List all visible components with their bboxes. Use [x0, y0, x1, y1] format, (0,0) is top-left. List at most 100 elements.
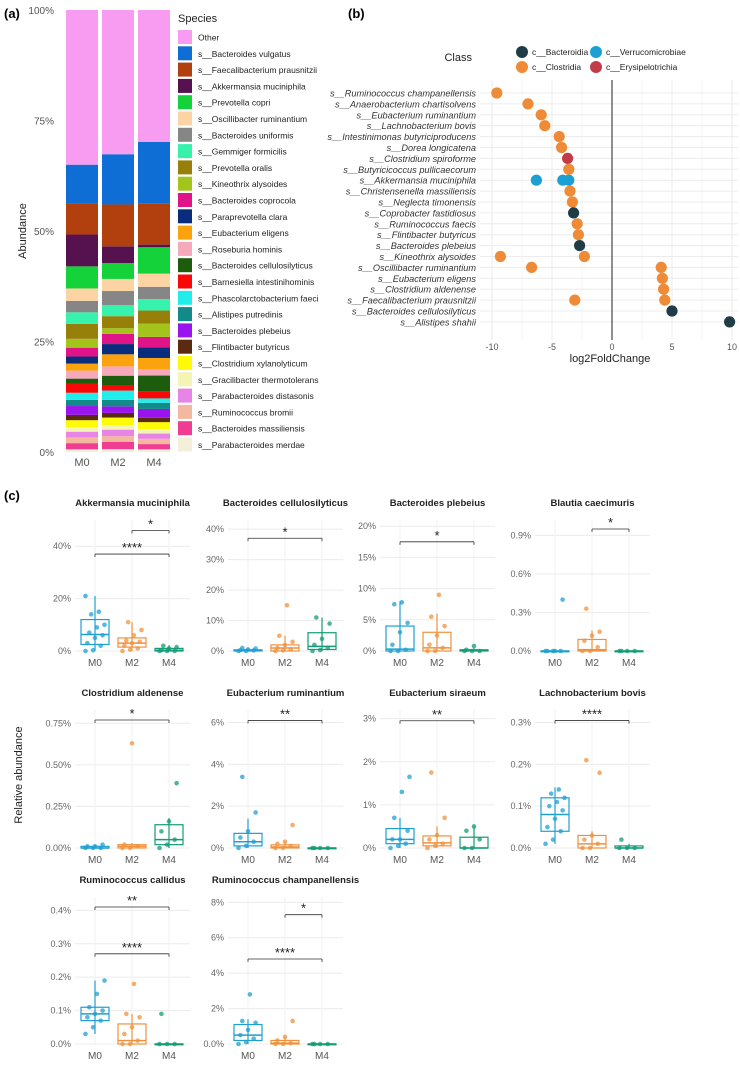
data-point-m0: [399, 789, 405, 795]
x-tick-label-m0: M0: [393, 855, 407, 866]
x-tick-label-m2: M2: [110, 457, 125, 469]
bar-segment-s-parabacteroides-merdae-m2: [102, 449, 134, 452]
x-tick-label-m2: M2: [278, 1051, 292, 1062]
data-point-m4: [174, 780, 179, 786]
significance-label: *: [282, 524, 287, 539]
point-s-dorea-longicatena: [556, 141, 568, 154]
legend-label-s-alistipes-putredinis: s__Alistipes putredinis: [198, 310, 283, 320]
legend-label-c-clostridia: c__Clostridia: [532, 62, 581, 72]
data-point-m2: [429, 614, 434, 619]
x-tick-label-m2: M2: [278, 855, 292, 866]
y-tick-label: 0.0%: [510, 646, 531, 656]
bar-segment-s-akkermansia-muciniphila-m4: [138, 244, 170, 248]
point-s-akkermansia-muciniphila: [563, 174, 575, 186]
legend-swatch-s-prevotella-copri: [178, 95, 192, 110]
data-point-m4: [161, 643, 166, 649]
subplot-title-akkermansia-muciniphila: Akkermansia muciniphila: [75, 498, 190, 509]
x-axis-title: log2FoldChange: [570, 353, 651, 365]
x-tick-label-m4: M4: [315, 658, 329, 669]
bar-segment-s-parabacteroides-distasonis-m4: [138, 433, 170, 439]
data-point-m2: [139, 627, 144, 633]
data-point-m2: [434, 832, 440, 838]
data-point-m2: [124, 1011, 129, 1017]
species-label-s-ruminococcus-champanellensis: s__Ruminococcus champanellensis: [330, 89, 476, 99]
x-tick-label-m0: M0: [393, 658, 407, 669]
data-point-m0: [238, 835, 243, 840]
bar-segment-s-gemmiger-formicilis-m4: [138, 299, 170, 311]
y-tick-label: 0.9%: [510, 530, 531, 540]
data-point-m4: [464, 828, 469, 834]
species-label-s-clostridium-spiroforme: s__Clostridium spiroforme: [369, 154, 476, 164]
bar-segment-s-bacteroides-uniformis-m2: [102, 291, 134, 305]
panel-a-stacked-bar-chart: 0% 25% 50% 75% 100% Abundance M0 M2 M4 Species Oth…: [17, 6, 319, 469]
data-point-m0: [405, 828, 410, 834]
legend-swatch-s-bacteroides-cellulosilyticus: [178, 258, 192, 273]
data-point-m2: [129, 1024, 135, 1030]
data-point-m2: [432, 843, 438, 849]
y-tick-label: 5%: [363, 615, 376, 625]
bar-segment-s-prevotella-copri-m4: [138, 247, 170, 274]
data-point-m0: [100, 1008, 105, 1013]
bar-segment-s-clostridium-xylanolyticum-m4: [138, 422, 170, 430]
x-tick-label: 0: [609, 342, 614, 352]
legend-swatch-s-clostridium-xylanolyticum: [178, 356, 192, 370]
bar-segment-s-ruminococcus-bromii-m4: [138, 438, 170, 445]
data-point-m0: [98, 845, 103, 851]
data-point-m0: [243, 1039, 249, 1045]
bar-segment-s-barnesiella-intestinihominis-m2: [102, 385, 134, 391]
bar-segment-s-paraprevotella-clara-m4: [138, 347, 170, 358]
x-tick-label-m2: M2: [430, 658, 444, 669]
data-point-m0: [90, 647, 96, 653]
bar-segment-s-bacteroides-cellulosilyticus-m4: [138, 375, 170, 392]
y-tick-label: 0.1%: [50, 1006, 71, 1016]
data-point-m0: [397, 629, 403, 635]
y-tick-label: 6%: [211, 933, 224, 943]
data-point-m2: [589, 833, 595, 838]
data-point-m0: [543, 841, 548, 847]
data-point-m0: [390, 642, 395, 648]
data-point-m0: [397, 837, 403, 842]
data-point-m0: [98, 643, 103, 649]
data-point-m4: [325, 645, 331, 651]
y-tick-label: 0%: [363, 646, 376, 656]
data-point-m2: [587, 648, 593, 654]
y-tick-label: 30%: [206, 555, 224, 565]
significance-label: *: [608, 515, 613, 530]
y-tick-label: 0%: [58, 646, 71, 656]
x-tick-label-m2: M2: [430, 855, 444, 866]
data-point-m4: [166, 646, 172, 651]
y-tick-label: 0.00%: [45, 843, 71, 853]
legend-label-s-gemmiger-formicilis: s__Gemmiger formicilis: [198, 147, 287, 157]
significance-label: ****: [122, 540, 142, 555]
data-point-m0: [85, 640, 90, 646]
y-tick-label: 0.2%: [510, 759, 531, 769]
legend-swatch-s-alistipes-putredinis: [178, 307, 192, 322]
subplot-title-ruminococcus-callidus: Ruminococcus callidus: [79, 875, 185, 886]
species-label-s-dorea-longicatena: s__Dorea longicatena: [387, 143, 476, 153]
panel-b-fold-change-plot: s__Ruminococcus champanellensiss__Anaero…: [327, 46, 738, 365]
bar-segment-s-clostridium-xylanolyticum-m2: [102, 417, 134, 426]
species-label-s-alistipes-shahii: s__Alistipes shahii: [400, 317, 477, 327]
data-point-m4: [619, 648, 624, 654]
y-tick-label: 0.25%: [45, 801, 71, 811]
bar-segment-s-gracilibacter-thermotolerans-m4: [138, 429, 170, 434]
x-tick-label-m0: M0: [548, 658, 562, 669]
data-point-m2: [280, 1041, 286, 1047]
legend-title: Species: [178, 13, 218, 25]
data-point-m2: [595, 841, 600, 847]
data-point-m0: [92, 844, 98, 849]
bar-segment-s-akkermansia-muciniphila-m2: [102, 246, 134, 264]
data-point-m4: [319, 636, 325, 642]
y-tick-label: 2%: [211, 1004, 224, 1014]
x-tick-label-m2: M2: [125, 1051, 139, 1062]
x-tick-label-m0: M0: [88, 1051, 102, 1062]
bar-segment-s-eubacterium-eligens-m4: [138, 357, 170, 370]
y-tick-label: 20%: [206, 585, 224, 595]
data-point-m4: [310, 648, 315, 654]
data-point-m0: [92, 1011, 98, 1017]
legend-label-s-prevotella-copri: s__Prevotella copri: [198, 98, 270, 108]
species-label-s-bacteroides-cellulosilyticus: s__Bacteroides cellulosilyticus: [352, 307, 476, 317]
data-point-m0: [96, 609, 102, 614]
legend-label-s-oscillibacter-ruminantium: s__Oscillibacter ruminantium: [198, 114, 307, 124]
data-point-m2: [290, 639, 295, 645]
